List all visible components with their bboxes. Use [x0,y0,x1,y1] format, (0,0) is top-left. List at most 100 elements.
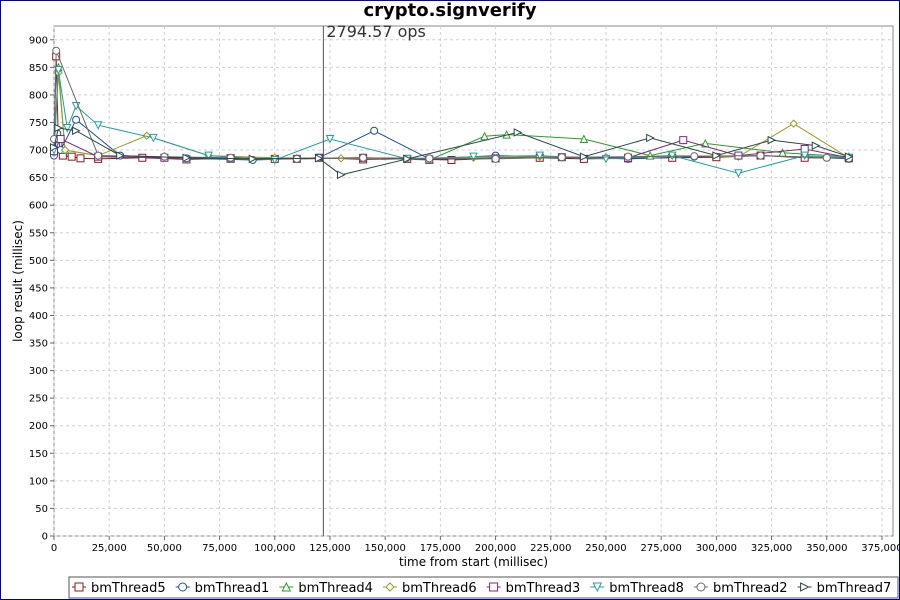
legend-marker [385,582,395,592]
legend-item-bmThread4: bmThread4 [279,581,373,596]
data-point [54,123,64,133]
y-tick-label: 500 [29,256,48,267]
legend-marker [696,582,706,592]
data-point [535,151,545,161]
data-point [844,152,854,161]
x-tick-label: 50,000 [147,543,182,554]
data-point [624,152,633,161]
data-point [94,151,103,160]
x-tick-label: 325,000 [751,543,792,554]
legend-marker [178,582,188,592]
legend-label: bmThread3 [506,581,581,596]
legend-label: bmThread2 [713,581,788,596]
data-point [116,151,125,160]
legend-label: bmThread7 [817,581,892,596]
data-point [513,128,523,137]
x-tick-label: 225,000 [530,543,571,554]
y-tick-label: 350 [29,339,48,350]
legend-marker [489,582,499,592]
chart-title: crypto.signverify [363,0,537,21]
data-point [72,115,81,124]
legend-item-bmThread3: bmThread3 [486,581,581,596]
data-point [579,152,589,161]
data-point [76,154,85,163]
y-tick-label: 300 [29,366,48,377]
y-axis-ticks: 0 50 100 150 200 250 300 350 400 450 500 550 600 650 7… [29,35,54,543]
x-tick-label: 300,000 [696,543,737,554]
data-point [56,135,65,144]
x-tick-label: 275,000 [640,543,681,554]
series-line [53,127,849,176]
legend-marker [800,582,810,592]
y-tick-label: 450 [29,283,48,294]
data-point [734,169,743,178]
x-tick-label: 350,000 [806,543,847,554]
x-tick-label: 100,000 [254,543,295,554]
data-point [800,144,809,153]
legend-item-bmThread7: bmThread7 [797,581,892,596]
y-tick-label: 50 [35,504,48,515]
data-point [67,152,76,161]
data-point [50,142,59,152]
data-point [93,121,103,130]
data-point [756,151,765,160]
series-layer [49,46,854,180]
y-tick-label: 150 [29,449,48,460]
data-point [325,135,335,144]
data-point [60,145,70,155]
data-point [370,126,379,135]
data-point [789,119,798,128]
data-point [646,133,655,143]
y-tick-label: 800 [29,90,48,101]
y-tick-label: 750 [29,118,48,129]
legend: bmThread5 bmThread1 bmThread4 bmThread6 bmTh… [68,576,899,599]
y-tick-label: 100 [29,476,48,487]
legend-marker [74,582,84,592]
legend-label: bmThread1 [195,581,270,596]
y-tick-label: 0 [42,532,48,543]
data-point [690,152,699,161]
data-point [491,154,500,163]
y-tick-label: 600 [29,201,48,212]
data-point [52,46,61,55]
legend-marker [592,582,603,593]
data-point [248,154,258,164]
y-tick-label: 850 [29,63,48,74]
data-point [447,155,456,164]
data-point [712,151,721,160]
y-tick-label: 700 [29,146,48,157]
data-point [54,66,63,75]
data-point [182,153,192,163]
x-axis-ticks: 0 25,000 50,000 75,000 100,000 125,000 150,000… [51,536,900,554]
legend-item-bmThread5: bmThread5 [72,581,166,596]
data-point [337,170,346,180]
y-tick-label: 200 [29,421,48,432]
x-tick-label: 375,000 [861,543,900,554]
legend-item-bmThread6: bmThread6 [382,581,477,596]
legend-item-bmThread8: bmThread8 [590,581,684,596]
data-point [142,131,151,140]
data-point [767,135,777,145]
x-tick-label: 150,000 [365,543,406,554]
x-tick-label: 250,000 [585,543,626,554]
legend-label: bmThread8 [609,581,684,596]
grid [53,26,893,537]
legend-marker [281,581,292,592]
y-tick-label: 550 [29,228,48,239]
marker-label: 2794.57 ops [326,22,426,41]
series-bmThread7 [50,123,854,180]
data-point [701,138,710,148]
data-point [667,151,677,161]
data-point [314,154,324,163]
data-point [204,151,213,161]
data-point [800,151,809,161]
y-tick-label: 650 [29,173,48,184]
data-point [557,153,566,162]
legend-item-bmThread1: bmThread1 [175,581,270,596]
x-tick-label: 175,000 [420,543,461,554]
data-point [811,141,821,150]
legend-box [68,576,899,599]
data-point [226,153,235,162]
y-tick-label: 250 [29,394,48,405]
